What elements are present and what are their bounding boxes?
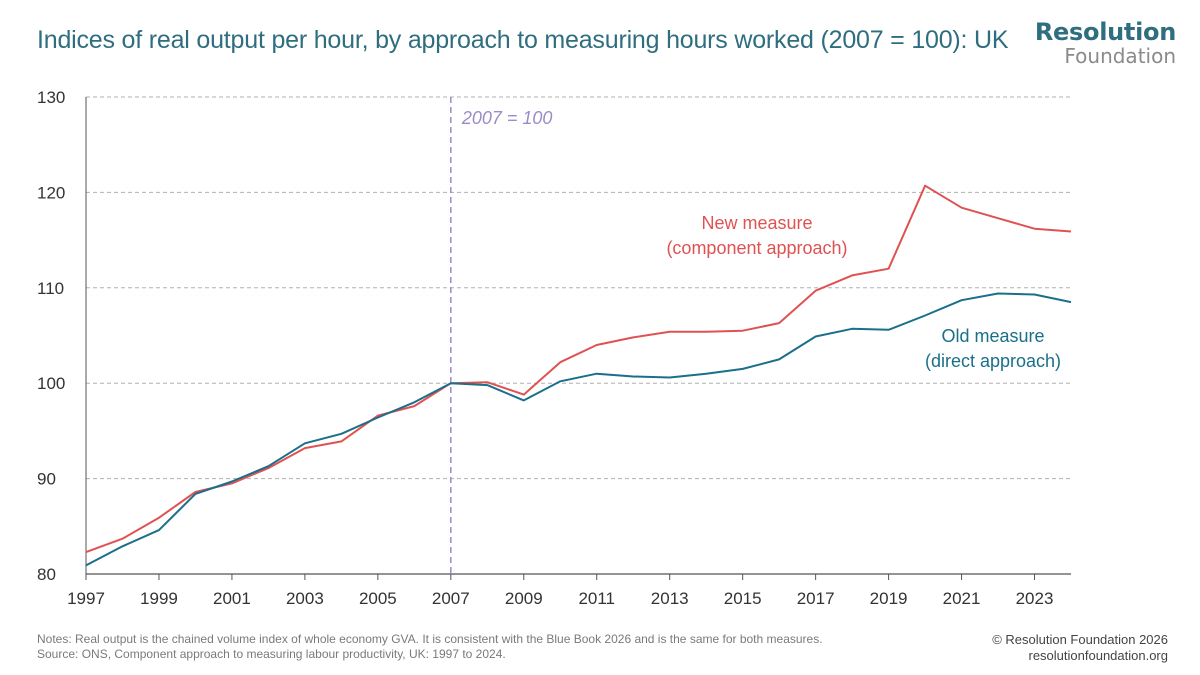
data-point bbox=[996, 216, 1001, 221]
data-point bbox=[923, 313, 928, 318]
x-tick-label: 1997 bbox=[67, 589, 105, 608]
data-point bbox=[1069, 300, 1074, 305]
data-point bbox=[412, 400, 417, 405]
credits: © Resolution Foundation 2026 resolutionf… bbox=[992, 632, 1168, 664]
data-point bbox=[704, 329, 709, 334]
data-point bbox=[521, 398, 526, 403]
data-point bbox=[631, 335, 636, 340]
source-line: Source: ONS, Component approach to measu… bbox=[37, 647, 506, 661]
data-point bbox=[558, 379, 563, 384]
series-label-old-measure: Old measure bbox=[941, 326, 1044, 346]
x-tick-label: 2015 bbox=[724, 589, 762, 608]
data-point bbox=[84, 563, 89, 568]
data-point bbox=[266, 464, 271, 469]
data-point bbox=[777, 321, 782, 326]
x-tick-label: 2003 bbox=[286, 589, 324, 608]
data-point bbox=[485, 383, 490, 388]
data-point bbox=[886, 266, 891, 271]
data-point bbox=[740, 328, 745, 333]
data-point bbox=[558, 360, 563, 365]
data-point bbox=[667, 329, 672, 334]
x-tick-label: 2013 bbox=[651, 589, 689, 608]
data-point bbox=[850, 326, 855, 331]
data-point bbox=[923, 183, 928, 188]
series-line-new-measure bbox=[85, 184, 1072, 554]
data-point bbox=[448, 381, 453, 386]
x-tick-label: 1999 bbox=[140, 589, 178, 608]
data-point bbox=[959, 205, 964, 210]
x-tick-label: 2001 bbox=[213, 589, 251, 608]
data-point bbox=[375, 415, 380, 420]
y-tick-label: 80 bbox=[37, 565, 56, 584]
data-point bbox=[740, 366, 745, 371]
data-point bbox=[813, 334, 818, 339]
y-tick-label: 110 bbox=[37, 279, 64, 298]
series-label-new-measure: (component approach) bbox=[666, 238, 847, 258]
data-point bbox=[667, 375, 672, 380]
data-point bbox=[120, 544, 125, 549]
notes-line: Notes: Real output is the chained volume… bbox=[37, 632, 823, 646]
x-tick-label: 2007 bbox=[432, 589, 470, 608]
chart-title: Indices of real output per hour, by appr… bbox=[37, 26, 1009, 54]
x-tick-label: 2017 bbox=[797, 589, 835, 608]
data-point bbox=[886, 327, 891, 332]
data-point bbox=[521, 392, 526, 397]
series-line-old-measure bbox=[85, 292, 1072, 567]
x-tick-label: 2021 bbox=[943, 589, 981, 608]
data-point bbox=[84, 550, 89, 555]
x-tick-label: 2023 bbox=[1016, 589, 1054, 608]
data-point bbox=[813, 288, 818, 293]
line-chart: 2007 = 100 80 90 100 110 120 130 1997 1999 2001 2… bbox=[37, 88, 1074, 608]
data-point bbox=[302, 441, 307, 446]
chart-notes: Notes: Real output is the chained volume… bbox=[37, 632, 823, 662]
data-point bbox=[777, 357, 782, 362]
logo-line-1: Resolution bbox=[1034, 18, 1176, 46]
y-tick-label: 120 bbox=[37, 183, 65, 202]
data-point bbox=[704, 371, 709, 376]
data-point bbox=[959, 298, 964, 303]
reference-line-group: 2007 = 100 bbox=[450, 97, 553, 574]
series-labels: New measure (component approach) Old measu… bbox=[666, 213, 1061, 371]
data-point bbox=[996, 291, 1001, 296]
x-tick-label: 2009 bbox=[505, 589, 543, 608]
x-tick-label: 2011 bbox=[578, 589, 615, 608]
data-point bbox=[1069, 229, 1074, 234]
data-point bbox=[229, 479, 234, 484]
x-tick-label: 2019 bbox=[870, 589, 908, 608]
data-point bbox=[631, 374, 636, 379]
x-tick-label: 2005 bbox=[359, 589, 397, 608]
data-point bbox=[156, 528, 161, 533]
brand-logo: Resolution Foundation bbox=[1035, 20, 1176, 66]
copyright-text: © Resolution Foundation 2026 bbox=[992, 632, 1168, 647]
data-point bbox=[1032, 292, 1037, 297]
series-label-old-measure: (direct approach) bbox=[925, 351, 1061, 371]
gridlines bbox=[86, 96, 1071, 480]
data-point bbox=[594, 371, 599, 376]
data-point bbox=[850, 273, 855, 278]
reference-line-label: 2007 = 100 bbox=[461, 108, 553, 128]
data-point bbox=[594, 343, 599, 348]
data-point bbox=[339, 439, 344, 444]
website-link: resolutionfoundation.org bbox=[1028, 648, 1169, 663]
series-lines bbox=[84, 183, 1074, 568]
data-point bbox=[339, 431, 344, 436]
y-tick-label: 130 bbox=[37, 88, 65, 107]
y-tick-label: 90 bbox=[37, 470, 56, 489]
data-point bbox=[302, 446, 307, 451]
data-point bbox=[1032, 226, 1037, 231]
data-point bbox=[156, 515, 161, 520]
data-point bbox=[193, 491, 198, 496]
y-tick-label: 100 bbox=[37, 374, 65, 393]
series-label-new-measure: New measure bbox=[701, 213, 812, 233]
data-point bbox=[120, 536, 125, 541]
logo-line-2: Foundation bbox=[1064, 44, 1176, 68]
